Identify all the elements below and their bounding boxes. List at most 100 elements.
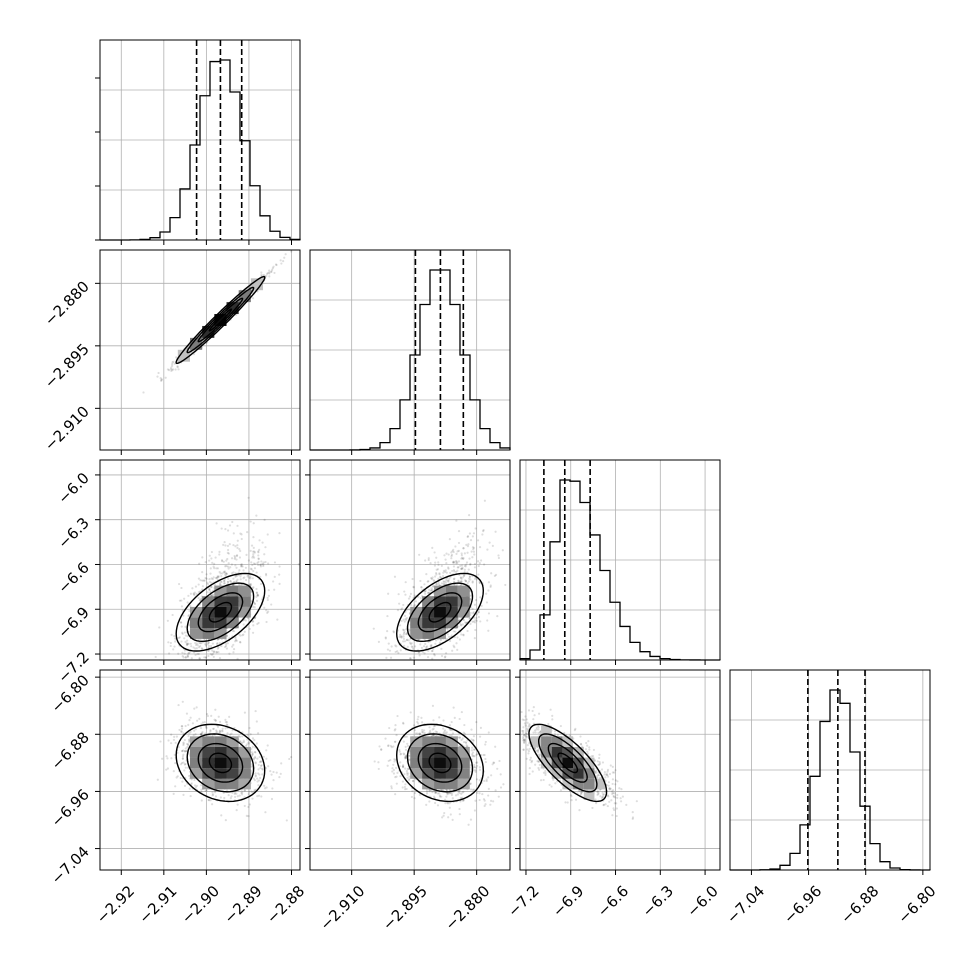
sample-point (426, 655, 430, 659)
histogram-step (100, 59, 301, 241)
sample-point (224, 819, 227, 822)
sample-point (170, 757, 173, 760)
sample-point (210, 803, 214, 806)
sample-point (270, 773, 273, 776)
sample-point (256, 593, 259, 596)
sample-point (451, 797, 454, 800)
sample-point (260, 560, 263, 563)
sample-point (217, 715, 220, 718)
sample-point (398, 748, 401, 752)
sample-point (170, 369, 173, 373)
sample-point (253, 788, 256, 792)
sample-point (208, 554, 211, 557)
sample-point (448, 806, 451, 809)
sample-point (433, 564, 437, 567)
sample-point (386, 614, 389, 618)
sample-point (399, 624, 402, 627)
sample-point (187, 743, 190, 746)
sample-point (455, 562, 458, 565)
density-cell (422, 628, 435, 639)
sample-point (474, 527, 477, 530)
sample-point (219, 796, 222, 799)
sample-point (234, 637, 237, 640)
sample-point (461, 623, 464, 626)
sample-point (252, 562, 256, 565)
sample-point (265, 609, 268, 612)
sample-point (456, 566, 459, 569)
sample-point (274, 263, 278, 266)
sample-point (474, 628, 477, 632)
sample-point (285, 819, 288, 822)
sample-point (469, 611, 472, 615)
sample-point (242, 623, 245, 626)
sample-point (424, 592, 427, 595)
sample-point (156, 778, 159, 781)
sample-point (254, 761, 257, 764)
sample-point (257, 768, 260, 771)
sample-point (268, 271, 271, 274)
sample-point (254, 775, 257, 778)
sample-point (402, 603, 405, 607)
sample-point (204, 560, 207, 564)
sample-point (247, 792, 250, 796)
sample-point (412, 647, 415, 651)
sample-point (178, 599, 182, 602)
density-cell (457, 585, 470, 597)
sample-point (266, 611, 269, 615)
panel-frame (99, 39, 301, 241)
sample-point (251, 751, 254, 754)
sample-point (224, 645, 227, 649)
sample-point (239, 640, 242, 644)
sample-point (265, 274, 268, 277)
sample-point (473, 603, 477, 606)
density-cell (202, 617, 215, 629)
sample-point (220, 814, 223, 817)
sample-point (502, 783, 505, 786)
sample-point (486, 619, 489, 622)
sample-point (477, 564, 480, 568)
sample-point (272, 265, 275, 268)
sample-point (275, 771, 278, 774)
sample-point (252, 620, 255, 623)
density-cell (226, 596, 239, 607)
sample-point (214, 795, 218, 798)
sample-point (471, 607, 474, 611)
sample-point (467, 514, 471, 517)
sample-point (171, 364, 174, 368)
sample-point (178, 636, 181, 639)
sample-point (391, 767, 394, 770)
sample-point (236, 803, 239, 806)
sample-point (466, 582, 469, 585)
sample-point (480, 604, 483, 607)
sample-point (246, 574, 249, 577)
sample-point (284, 253, 287, 256)
sample-point (487, 629, 490, 632)
sample-point (469, 578, 472, 581)
histogram-panel-1 (309, 249, 511, 455)
sample-point (210, 586, 213, 589)
sample-point (216, 642, 219, 645)
sample-point (200, 799, 203, 802)
y-tick-label: −6.88 (48, 728, 93, 773)
sample-point (231, 520, 234, 524)
sample-point (172, 368, 175, 371)
sample-point (194, 643, 198, 647)
sample-point (236, 546, 239, 550)
sample-point (217, 575, 221, 578)
sample-point (206, 591, 209, 594)
sample-point (170, 742, 173, 745)
sample-point (271, 267, 274, 270)
sample-point (180, 605, 184, 608)
sample-point (263, 553, 266, 556)
sample-point (218, 656, 222, 660)
sample-point (263, 606, 266, 609)
sample-point (272, 779, 275, 782)
sample-point (177, 652, 180, 655)
sample-point (270, 797, 274, 801)
sample-point (238, 556, 242, 559)
sample-point (418, 733, 421, 736)
sample-point (164, 376, 167, 379)
sample-point (396, 609, 400, 612)
sample-point (243, 630, 246, 633)
sample-point (424, 642, 427, 646)
